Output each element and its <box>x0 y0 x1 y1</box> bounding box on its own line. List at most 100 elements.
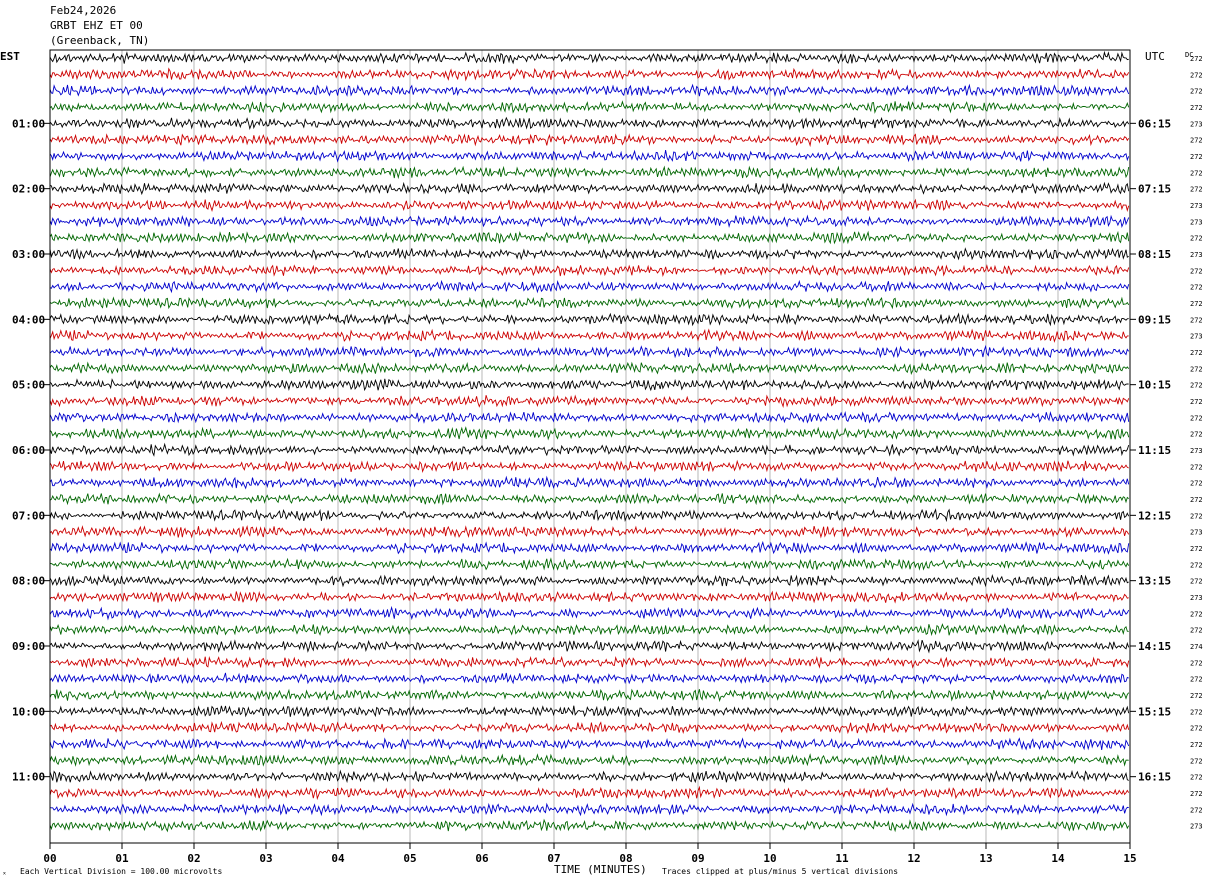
x-tick-label: 13 <box>979 852 992 865</box>
dc-values: 272 272 272 272 273 272 272 272 272 273 273 272 273 2… <box>1190 55 1203 831</box>
dc-value: 272 <box>1190 676 1203 684</box>
trace-row-11 <box>49 214 1130 229</box>
dc-label: DC <box>1185 51 1193 59</box>
dc-value: 272 <box>1190 71 1203 79</box>
x-tick-label: 04 <box>331 852 345 865</box>
trace-row-36 <box>49 623 1129 637</box>
dc-value: 273 <box>1190 202 1203 210</box>
trace-row-39 <box>49 672 1129 685</box>
dc-value: 273 <box>1190 218 1203 226</box>
trace-row-38 <box>49 655 1130 669</box>
trace-row-12 <box>49 230 1130 245</box>
minute-gridlines <box>121 50 1059 843</box>
trace-row-6 <box>49 133 1130 148</box>
trace-row-45 <box>49 769 1129 784</box>
dc-value: 272 <box>1190 382 1203 390</box>
right-hour-label: 11:15 <box>1138 444 1171 457</box>
left-hour-label: 04:00 <box>12 313 45 326</box>
dc-value: 272 <box>1190 137 1203 145</box>
right-hour-label: 12:15 <box>1138 509 1171 522</box>
dc-value: 272 <box>1190 610 1203 618</box>
dc-value: 272 <box>1190 545 1203 553</box>
dc-value: 272 <box>1190 235 1203 243</box>
trace-row-46 <box>49 785 1130 801</box>
left-hour-label: 10:00 <box>12 705 45 718</box>
right-hour-label: 14:15 <box>1138 640 1171 653</box>
trace-row-17 <box>49 312 1129 327</box>
x-tick-label: 08 <box>619 852 632 865</box>
dc-value: 272 <box>1190 55 1203 63</box>
right-hour-labels: 06:15 07:15 08:15 09:15 10:15 11:15 12:15 13:15… <box>1130 117 1171 784</box>
dc-value: 274 <box>1190 643 1203 651</box>
trace-row-44 <box>49 753 1129 767</box>
left-zone-label: EST <box>0 50 20 63</box>
x-tick-label: 01 <box>115 852 129 865</box>
dc-value: 273 <box>1190 251 1203 259</box>
trace-row-48 <box>49 818 1130 833</box>
corner-mark: ˣ <box>2 870 7 879</box>
dc-value: 272 <box>1190 267 1203 275</box>
x-axis-ticks: 00 01 02 03 04 05 06 07 08 09 10 11 12 13 14 15 <box>43 843 1137 865</box>
dc-value: 272 <box>1190 774 1203 782</box>
trace-row-18 <box>49 328 1129 343</box>
left-hour-labels: 01:00 02:00 03:00 04:00 05:00 06:00 07:00 08:00… <box>12 117 50 784</box>
x-tick-label: 05 <box>403 852 416 865</box>
trace-row-33 <box>49 573 1129 588</box>
trace-row-47 <box>49 802 1129 817</box>
dc-value: 272 <box>1190 806 1203 814</box>
trace-row-3 <box>49 83 1130 97</box>
dc-value: 272 <box>1190 659 1203 667</box>
x-tick-label: 09 <box>691 852 704 865</box>
dc-value: 273 <box>1190 823 1203 831</box>
dc-value: 273 <box>1190 447 1203 455</box>
x-axis-label: TIME (MINUTES) <box>554 863 647 876</box>
trace-row-15 <box>49 279 1130 294</box>
trace-row-29 <box>49 508 1130 523</box>
x-tick-label: 15 <box>1123 852 1136 865</box>
dc-value: 272 <box>1190 578 1203 586</box>
right-hour-label: 07:15 <box>1138 183 1171 196</box>
dc-value: 272 <box>1190 627 1203 635</box>
trace-row-19 <box>49 344 1130 359</box>
dc-value: 273 <box>1190 529 1203 537</box>
left-hour-label: 02:00 <box>12 183 45 196</box>
trace-row-34 <box>49 590 1129 604</box>
x-tick-label: 12 <box>907 852 920 865</box>
right-hour-label: 06:15 <box>1138 117 1171 130</box>
trace-row-23 <box>49 410 1130 424</box>
dc-value: 272 <box>1190 398 1203 406</box>
left-hour-label: 07:00 <box>12 509 45 522</box>
left-hour-label: 03:00 <box>12 248 45 261</box>
x-tick-label: 14 <box>1051 852 1065 865</box>
dc-value: 272 <box>1190 300 1203 308</box>
dc-value: 272 <box>1190 186 1203 194</box>
trace-row-31 <box>49 540 1130 555</box>
dc-value: 272 <box>1190 431 1203 439</box>
trace-row-27 <box>49 475 1130 490</box>
trace-row-24 <box>49 426 1130 441</box>
trace-row-35 <box>49 605 1130 621</box>
header-location: (Greenback, TN) <box>50 34 150 47</box>
dc-value: 272 <box>1190 365 1203 373</box>
trace-row-21 <box>49 378 1129 392</box>
trace-row-16 <box>49 296 1130 310</box>
header-date: Feb24,2026 <box>50 4 117 17</box>
dc-value: 272 <box>1190 757 1203 765</box>
dc-value: 273 <box>1190 333 1203 341</box>
dc-value: 272 <box>1190 414 1203 422</box>
right-hour-label: 09:15 <box>1138 313 1171 326</box>
trace-row-42 <box>49 720 1130 735</box>
trace-row-22 <box>49 394 1130 409</box>
dc-value: 272 <box>1190 790 1203 798</box>
trace-row-28 <box>49 492 1129 506</box>
left-hour-label: 08:00 <box>12 575 45 588</box>
dc-value: 272 <box>1190 88 1203 96</box>
trace-row-30 <box>49 525 1130 539</box>
header-station: GRBT EHZ ET 00 <box>50 19 143 32</box>
trace-row-20 <box>49 361 1130 375</box>
trace-row-9 <box>49 181 1130 196</box>
trace-row-26 <box>49 459 1129 474</box>
dc-value: 272 <box>1190 512 1203 520</box>
trace-row-2 <box>49 67 1130 82</box>
